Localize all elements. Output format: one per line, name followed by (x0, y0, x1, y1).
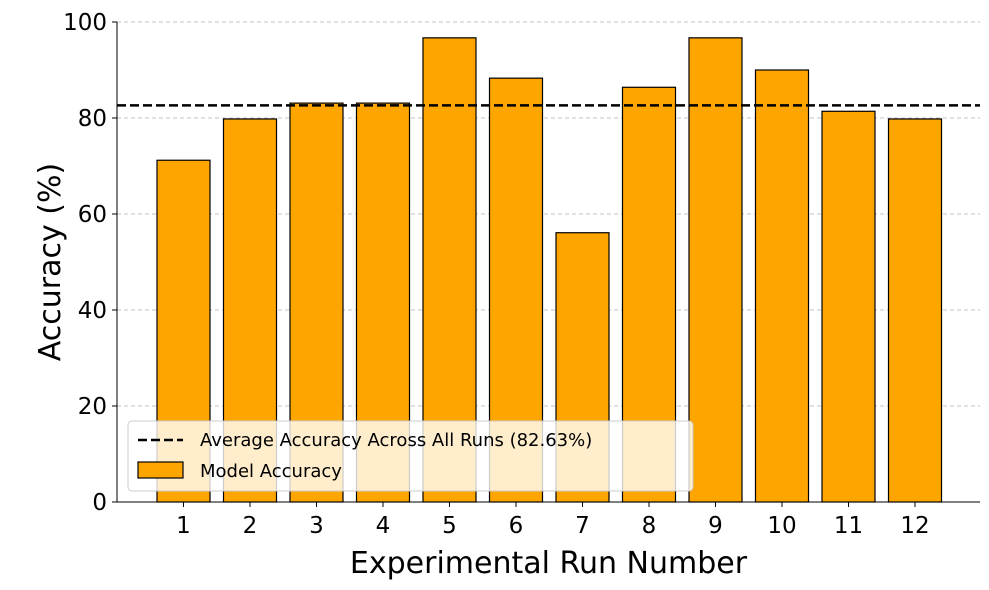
y-tick-label-40: 40 (78, 298, 107, 324)
x-tick-label-4: 4 (376, 513, 391, 539)
y-tick-label-80: 80 (78, 106, 107, 132)
x-ticks: 1 2 3 4 5 6 7 8 9 10 11 12 (176, 502, 930, 539)
y-tick-label-100: 100 (63, 10, 107, 36)
y-tick-label-0: 0 (92, 490, 107, 516)
bar-run-9 (688, 37, 743, 503)
axes (116, 22, 980, 503)
bar-run-11 (821, 110, 876, 503)
y-tick-label-20: 20 (78, 394, 107, 420)
legend: Average Accuracy Across All Runs (82.63%… (127, 420, 694, 492)
x-axis-title: Experimental Run Number (350, 546, 748, 581)
bar-run-10 (754, 69, 810, 503)
y-axis-title: Accuracy (%) (33, 163, 68, 361)
bar-run-12 (887, 118, 943, 503)
legend-label-model-accuracy: Model Accuracy (200, 461, 342, 482)
legend-box (127, 420, 694, 492)
legend-label-average: Average Accuracy Across All Runs (82.63%… (200, 430, 592, 451)
y-tick-label-60: 60 (78, 202, 107, 228)
legend-swatch-model-accuracy (137, 461, 184, 479)
x-tick-label-11: 11 (834, 513, 863, 539)
x-tick-label-1: 1 (176, 513, 191, 539)
x-tick-label-5: 5 (442, 513, 457, 539)
x-tick-label-12: 12 (900, 513, 929, 539)
x-tick-label-10: 10 (767, 513, 796, 539)
x-tick-label-9: 9 (708, 513, 723, 539)
x-tick-label-8: 8 (642, 513, 657, 539)
x-tick-label-7: 7 (575, 513, 590, 539)
x-tick-label-2: 2 (243, 513, 258, 539)
x-tick-label-3: 3 (309, 513, 324, 539)
x-tick-label-6: 6 (509, 513, 524, 539)
y-ticks: 0 20 40 60 80 100 (63, 10, 117, 516)
